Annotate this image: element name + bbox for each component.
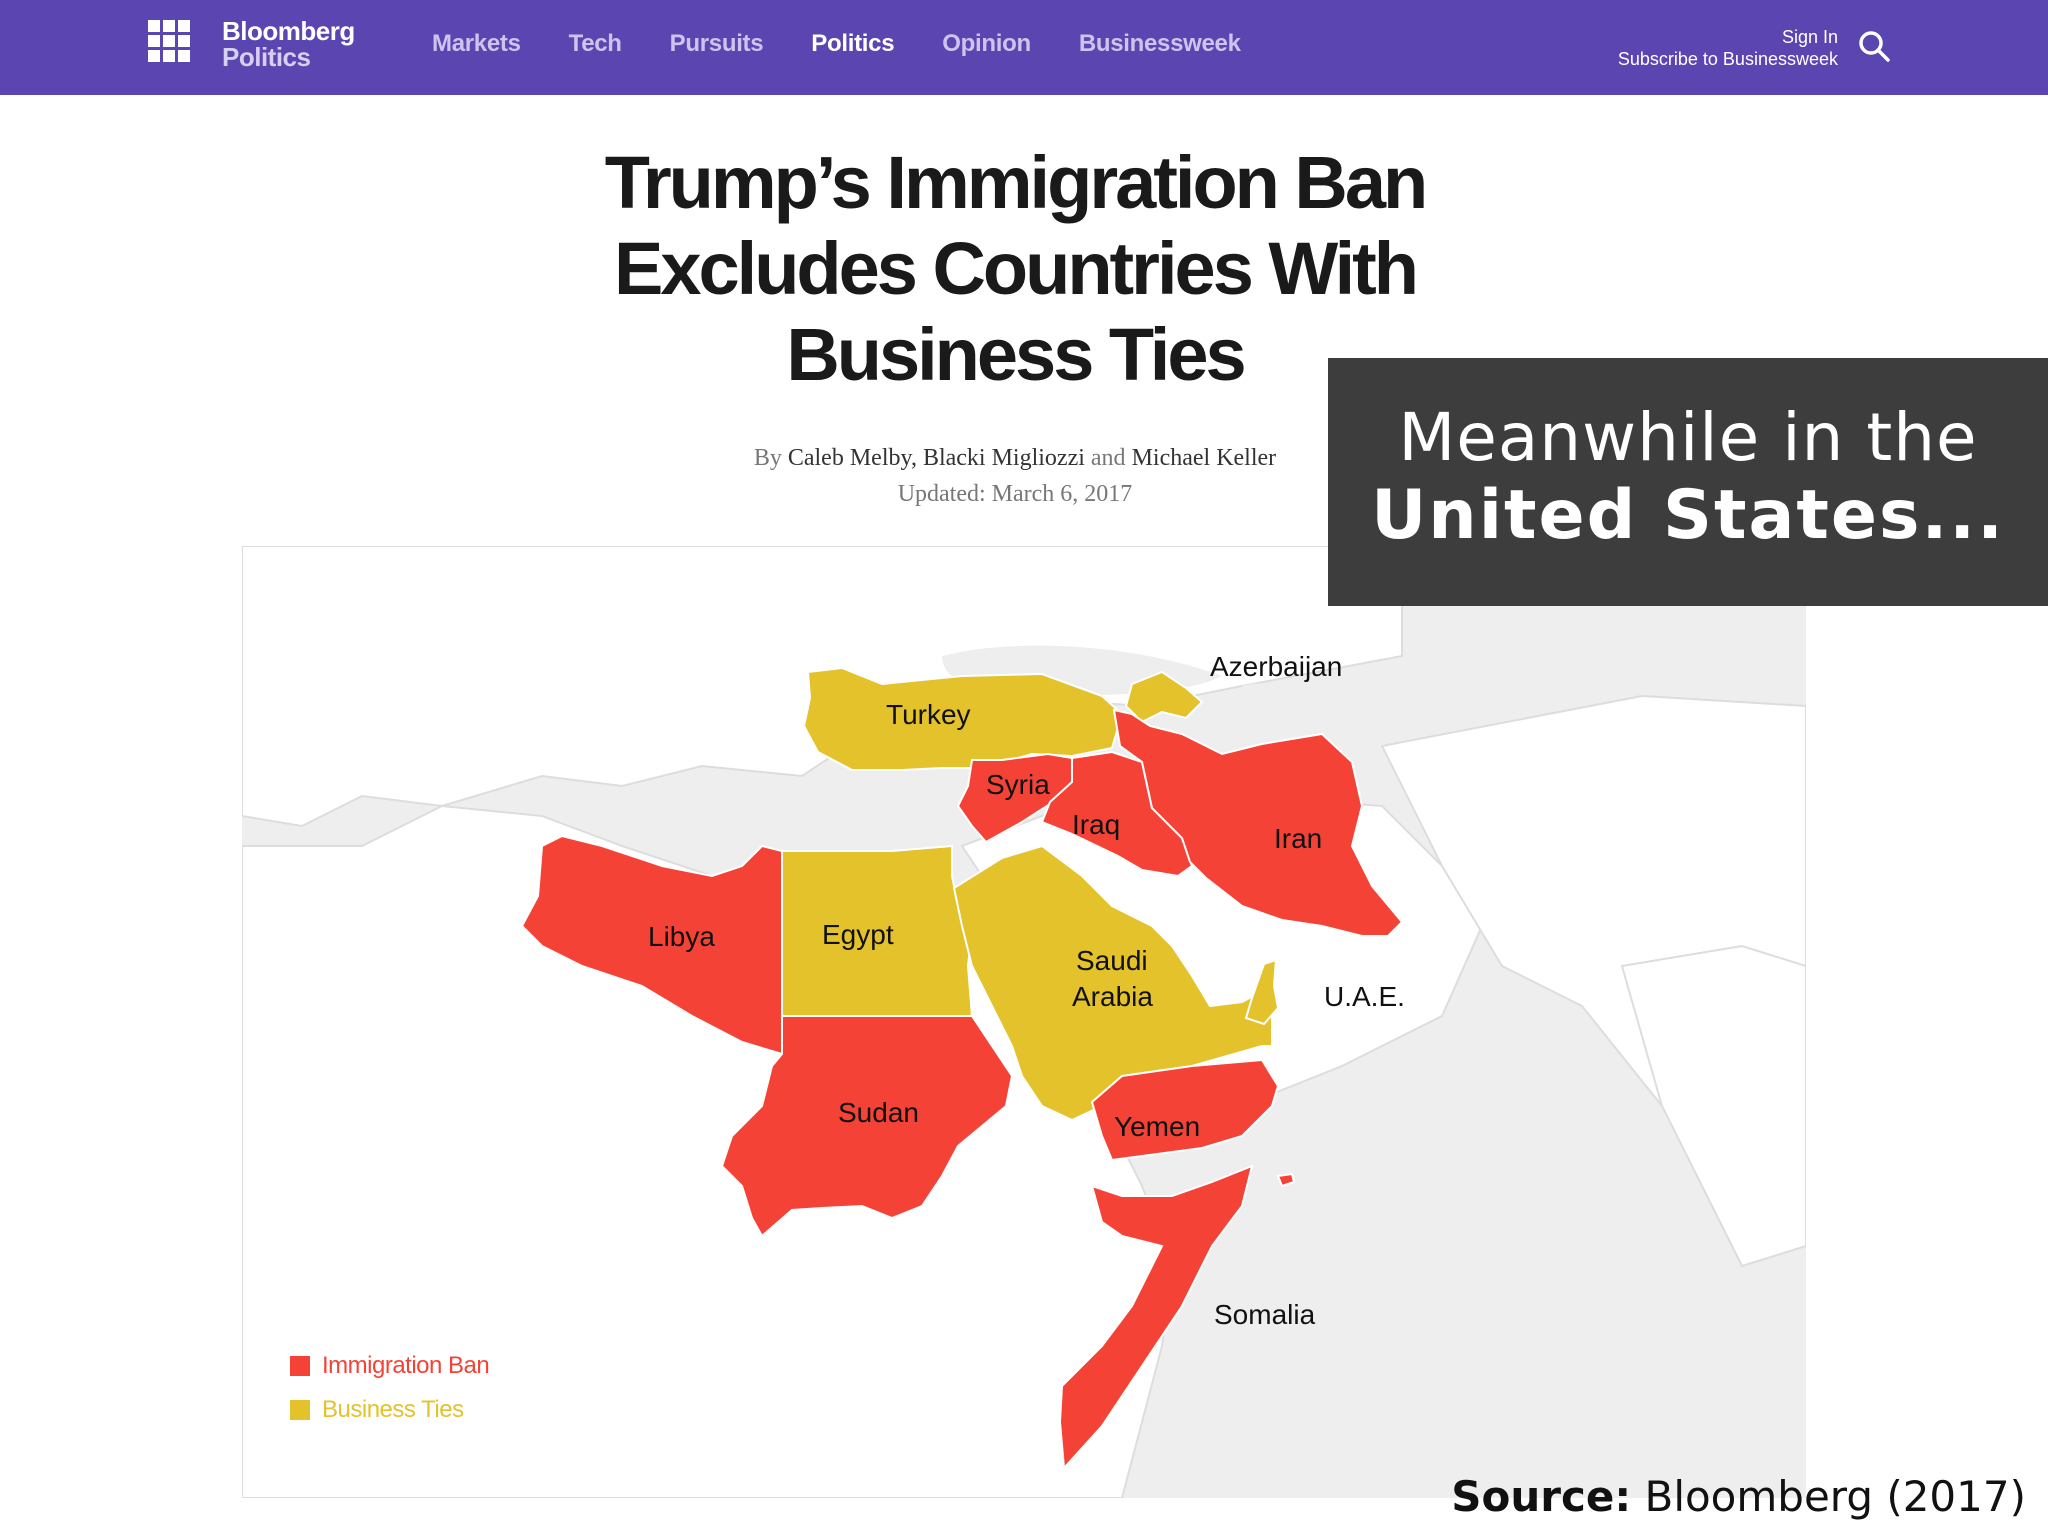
legend-swatch-ties [290, 1400, 310, 1420]
nav-link-markets[interactable]: Markets [432, 30, 521, 57]
syria-shape [956, 752, 1073, 844]
label-saudi-line1: Saudi [1076, 945, 1148, 976]
saudi-arabia-shape [952, 844, 1273, 1122]
headline-line-2: Excludes Countries With [613, 227, 1419, 310]
iran-shape [1112, 708, 1404, 937]
label-iran: Iran [1274, 823, 1322, 854]
yemen-shape [1090, 1058, 1280, 1162]
label-iraq: Iraq [1072, 809, 1120, 840]
sign-in-link[interactable]: Sign In [1781, 27, 1838, 47]
nav-link-pursuits[interactable]: Pursuits [669, 30, 764, 57]
legend-item-ties: Business Ties [290, 1396, 489, 1424]
label-uae: U.A.E. [1324, 981, 1405, 1012]
legend-swatch-ban [290, 1356, 310, 1376]
source-citation: Source: Bloomberg (2017) [1451, 1472, 2026, 1521]
source-text: Bloomberg (2017) [1644, 1472, 2027, 1521]
search-icon[interactable] [1856, 28, 1892, 64]
label-somalia: Somalia [1214, 1299, 1316, 1330]
byline-by: By [753, 445, 782, 471]
overlay-line-2: United States... [1371, 476, 2005, 555]
nav-links: Markets Tech Pursuits Politics Opinion B… [432, 30, 1289, 58]
label-libya: Libya [648, 921, 715, 952]
account-links: Sign In Subscribe to Businessweek [1618, 26, 1838, 70]
legend-label-ban: Immigration Ban [322, 1352, 490, 1379]
label-yemen: Yemen [1114, 1111, 1200, 1142]
map-legend: Immigration Ban Business Ties [290, 1352, 490, 1440]
article-byline: By Caleb Melby, Blacki Migliozzi and Mic… [640, 440, 1390, 512]
article-headline: Trump’s Immigration Ban Excludes Countri… [520, 140, 1510, 398]
india-land [1620, 944, 1806, 1268]
byline-authors: By Caleb Melby, Blacki Migliozzi and Mic… [753, 445, 1277, 471]
label-syria: Syria [986, 769, 1050, 800]
updated-date: Updated: March 6, 2017 [897, 481, 1133, 507]
author-2[interactable]: Blacki Migliozzi [922, 445, 1085, 471]
nav-link-tech[interactable]: Tech [568, 30, 622, 57]
azerbaijan-shape [1124, 670, 1204, 724]
somalia-shape [1058, 1164, 1254, 1471]
label-turkey: Turkey [886, 699, 971, 730]
nav-link-politics[interactable]: Politics [811, 30, 895, 57]
nav-link-opinion[interactable]: Opinion [942, 30, 1031, 57]
label-egypt: Egypt [822, 919, 894, 950]
top-navbar: Bloomberg Politics Markets Tech Pursuits… [0, 0, 2048, 95]
label-saudi-line2: Arabia [1072, 981, 1153, 1012]
legend-item-ban: Immigration Ban [290, 1352, 490, 1380]
business-ties-countries [781, 666, 1280, 1122]
brand-section: Politics [222, 42, 311, 72]
map-svg: Turkey Azerbaijan Syria Iraq Iran Libya … [242, 546, 1806, 1498]
headline-line-3: Business Ties [786, 313, 1246, 396]
brand-name: Bloomberg [222, 16, 355, 46]
author-3[interactable]: Michael Keller [1131, 445, 1277, 471]
subscribe-link[interactable]: Subscribe to Businessweek [1617, 49, 1838, 69]
app-grid-icon[interactable] [148, 20, 190, 62]
nav-link-businessweek[interactable]: Businessweek [1078, 30, 1241, 57]
immigration-ban-countries [520, 708, 1404, 1471]
label-sudan: Sudan [838, 1097, 919, 1128]
uae-shape [1244, 958, 1280, 1026]
author-1[interactable]: Caleb Melby [787, 445, 911, 471]
sudan-shape [720, 1015, 1014, 1238]
overlay-line-1: Meanwhile in the [1398, 399, 1978, 476]
legend-label-ties: Business Ties [322, 1396, 464, 1423]
source-label: Source: [1451, 1472, 1632, 1521]
byline-and: and [1090, 445, 1126, 471]
meanwhile-overlay: Meanwhile in the United States... [1328, 358, 2048, 606]
socotra-shape [1276, 1172, 1296, 1188]
label-azerbaijan: Azerbaijan [1210, 651, 1342, 682]
headline-line-1: Trump’s Immigration Ban [604, 141, 1428, 224]
middle-east-map: Turkey Azerbaijan Syria Iraq Iran Libya … [242, 546, 1806, 1498]
brand-logo[interactable]: Bloomberg Politics [222, 18, 355, 70]
